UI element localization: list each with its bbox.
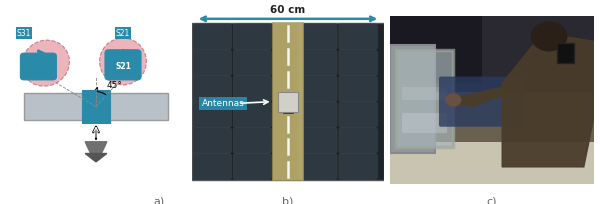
FancyBboxPatch shape	[233, 76, 272, 102]
FancyBboxPatch shape	[299, 153, 337, 180]
FancyBboxPatch shape	[193, 128, 232, 153]
FancyBboxPatch shape	[439, 76, 524, 127]
Text: 45°: 45°	[107, 81, 122, 90]
Text: S21: S21	[115, 62, 131, 71]
Polygon shape	[455, 86, 508, 107]
Text: S31: S31	[17, 29, 31, 38]
Ellipse shape	[100, 38, 146, 85]
Text: Antennas: Antennas	[202, 99, 244, 108]
Text: c): c)	[487, 197, 497, 204]
FancyBboxPatch shape	[278, 92, 298, 112]
Text: b): b)	[283, 197, 293, 204]
FancyBboxPatch shape	[390, 16, 594, 92]
Text: S21: S21	[116, 29, 130, 38]
FancyBboxPatch shape	[193, 24, 232, 50]
Circle shape	[445, 93, 461, 107]
FancyBboxPatch shape	[402, 86, 447, 100]
FancyBboxPatch shape	[24, 93, 168, 120]
Polygon shape	[85, 153, 107, 162]
Text: 60 cm: 60 cm	[271, 5, 305, 15]
Ellipse shape	[22, 40, 70, 86]
Polygon shape	[85, 142, 107, 153]
FancyBboxPatch shape	[193, 76, 232, 102]
FancyBboxPatch shape	[339, 128, 377, 153]
FancyBboxPatch shape	[390, 142, 594, 184]
Circle shape	[531, 21, 568, 51]
FancyBboxPatch shape	[233, 128, 272, 153]
FancyBboxPatch shape	[233, 102, 272, 128]
FancyBboxPatch shape	[283, 95, 293, 100]
FancyBboxPatch shape	[339, 153, 377, 180]
FancyBboxPatch shape	[390, 16, 482, 83]
FancyBboxPatch shape	[299, 128, 337, 153]
FancyBboxPatch shape	[82, 90, 110, 123]
FancyBboxPatch shape	[390, 92, 594, 184]
FancyBboxPatch shape	[402, 113, 447, 133]
FancyBboxPatch shape	[272, 23, 304, 180]
FancyBboxPatch shape	[299, 50, 337, 76]
FancyBboxPatch shape	[193, 153, 232, 180]
FancyBboxPatch shape	[557, 43, 574, 63]
FancyBboxPatch shape	[339, 76, 377, 102]
FancyBboxPatch shape	[233, 153, 272, 180]
FancyBboxPatch shape	[105, 50, 141, 80]
FancyBboxPatch shape	[390, 45, 435, 153]
Text: a): a)	[154, 197, 164, 204]
Polygon shape	[502, 33, 594, 167]
FancyBboxPatch shape	[339, 102, 377, 128]
FancyBboxPatch shape	[193, 50, 232, 76]
FancyBboxPatch shape	[192, 23, 384, 180]
FancyBboxPatch shape	[339, 24, 377, 50]
Text: 60 cm: 60 cm	[403, 82, 413, 118]
FancyBboxPatch shape	[299, 76, 337, 102]
FancyBboxPatch shape	[299, 24, 337, 50]
FancyBboxPatch shape	[283, 108, 293, 113]
FancyBboxPatch shape	[299, 102, 337, 128]
FancyBboxPatch shape	[339, 50, 377, 76]
FancyBboxPatch shape	[20, 53, 56, 80]
FancyBboxPatch shape	[193, 102, 232, 128]
FancyBboxPatch shape	[396, 50, 453, 147]
FancyBboxPatch shape	[233, 24, 272, 50]
FancyBboxPatch shape	[233, 50, 272, 76]
